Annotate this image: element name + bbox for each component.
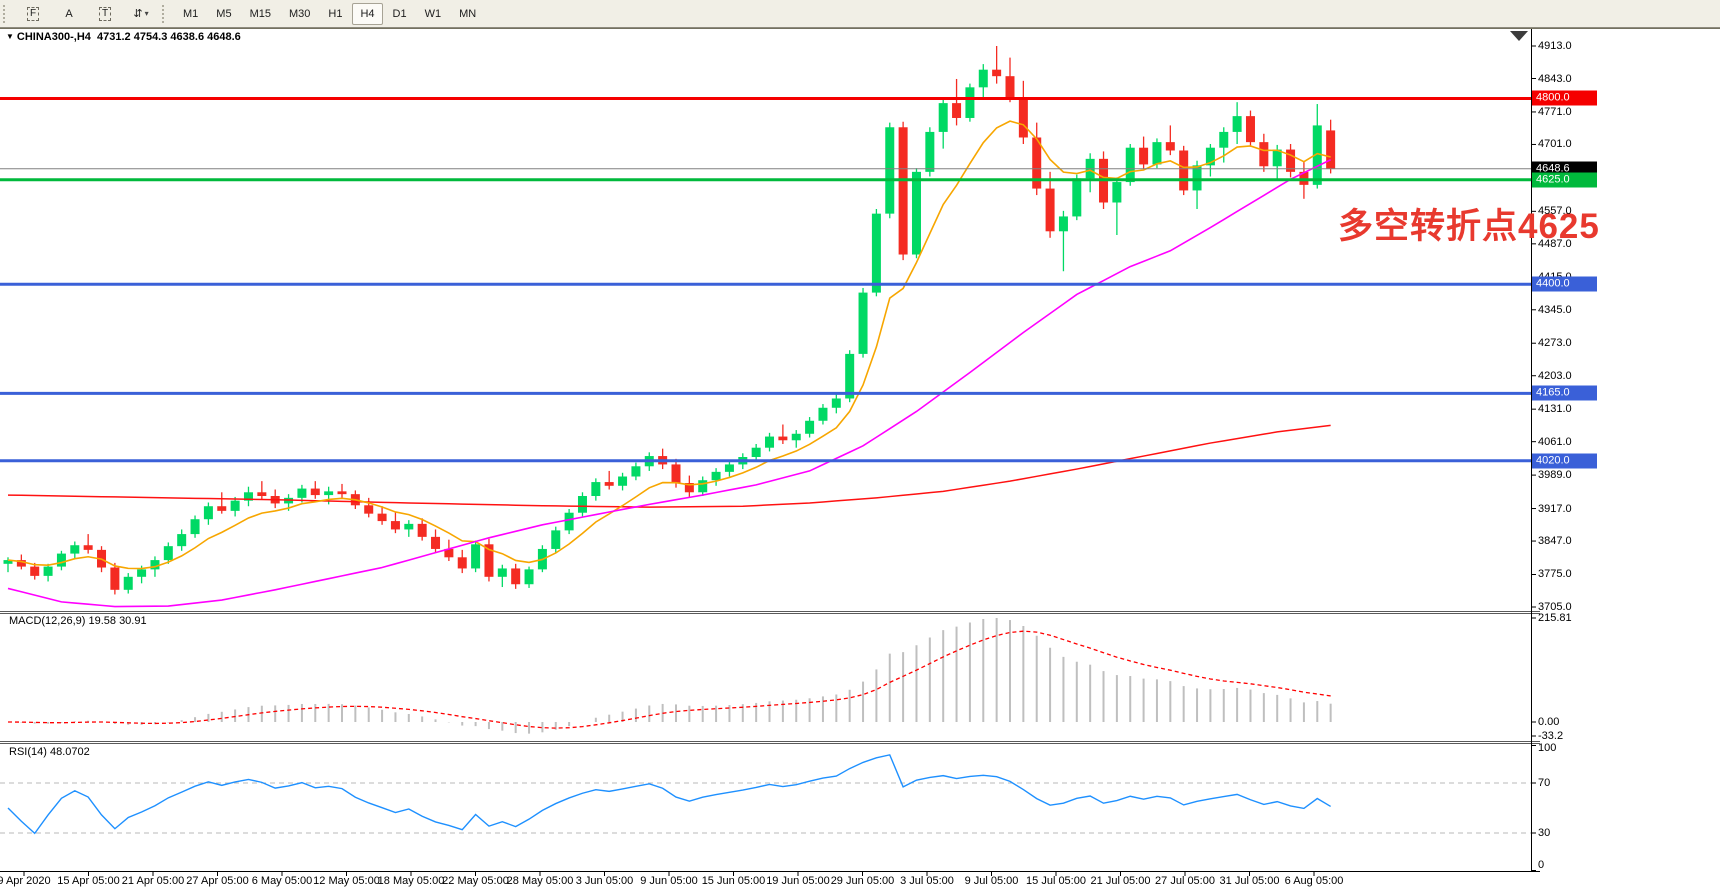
ma-slow-red-line <box>7 424 1331 508</box>
dotted-frame-f-icon: F <box>26 6 40 21</box>
timeframe-button-m1[interactable]: M1 <box>183 7 199 20</box>
timeframe-button-m30[interactable]: M30 <box>288 7 311 20</box>
timeframe-button-d1[interactable]: D1 <box>392 7 407 20</box>
rsi-line <box>7 754 1331 835</box>
timeframe-button-w1[interactable]: W1 <box>424 7 442 20</box>
timeframe-button-h1[interactable]: H1 <box>328 7 343 20</box>
macd-histogram <box>20 618 1332 734</box>
dropdown-caret-icon: ▾ <box>144 9 149 18</box>
toolbar: F A T ⇵ ▾ M1 M5 M15 M30 H1 H4 D1 W1 MN <box>0 0 1720 28</box>
candlesticks <box>3 46 1336 595</box>
arrows-dropdown-icon: ⇵ <box>133 8 143 20</box>
dotted-frame-f-icon[interactable]: F <box>15 2 51 25</box>
chart-shift-triangle-icon[interactable] <box>1510 31 1528 41</box>
text-tool-icon[interactable]: T <box>87 2 123 25</box>
ma-fast-orange-line <box>7 120 1331 570</box>
timeframe-toolbar: M1 M5 M15 M30 H1 H4 D1 W1 MN <box>174 2 485 25</box>
toolbar-grip[interactable] <box>162 4 169 23</box>
drawing-tools-group: F A T ⇵ ▾ <box>15 2 159 25</box>
timeframe-button-mn[interactable]: MN <box>459 7 477 20</box>
toolbar-grip[interactable] <box>3 4 10 23</box>
ma-mid-magenta-line <box>7 159 1331 608</box>
macd-signal-line <box>7 630 1331 729</box>
timeframe-button-m15[interactable]: M15 <box>249 7 271 20</box>
timeframe-button-m5[interactable]: M5 <box>216 7 232 20</box>
text-tool-icon: T <box>98 6 112 21</box>
label-a-icon: A <box>65 7 73 20</box>
timeframe-button-h4[interactable]: H4 <box>352 2 383 25</box>
label-a-icon[interactable]: A <box>51 2 87 25</box>
arrows-dropdown-icon[interactable]: ⇵ ▾ <box>123 2 159 25</box>
